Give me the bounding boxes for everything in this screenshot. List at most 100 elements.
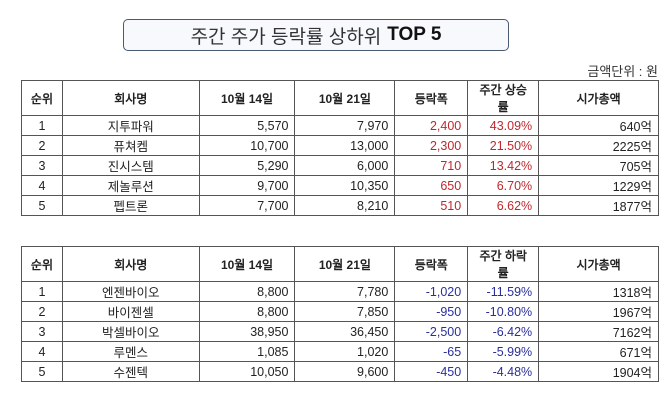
cell-rank: 4 [21, 175, 63, 196]
cell-rate: 43.09% [467, 115, 540, 136]
cell-change: -2,500 [394, 321, 469, 342]
header-rank: 순위 [21, 80, 63, 116]
header-date1: 10월 14일 [198, 80, 296, 116]
cell-price-oct14: 7,700 [198, 195, 296, 216]
title-main: 주간 주가 등락률 상하위 [190, 26, 382, 48]
cell-price-oct14: 10,700 [198, 135, 296, 156]
cell-rank: 5 [21, 195, 63, 216]
cell-rank: 2 [21, 135, 63, 156]
cell-price-oct14: 8,800 [198, 281, 296, 302]
cell-company: 박셀바이오 [61, 321, 200, 342]
cell-rate: 21.50% [467, 135, 540, 156]
cell-company: 바이젠셀 [61, 301, 200, 322]
cell-price-oct21: 1,020 [294, 341, 396, 362]
header-rate: 주간 하락률 [467, 246, 540, 282]
table-row: 5 수젠텍 10,050 9,600 -450 -4.48% 1904억 [21, 361, 659, 382]
cell-change: -450 [394, 361, 469, 382]
cell-market-cap: 1967억 [538, 301, 659, 322]
gainers-table: 순위 회사명 10월 14일 10월 21일 등락폭 주간 상승률 시가총액 1… [21, 80, 659, 216]
cell-change: -65 [394, 341, 469, 362]
unit-label: 금액단위 : 원 [587, 64, 658, 79]
cell-rank: 5 [21, 361, 63, 382]
table-row: 3 진시스템 5,290 6,000 710 13.42% 705억 [21, 155, 659, 176]
cell-rank: 1 [21, 115, 63, 136]
cell-market-cap: 1229억 [538, 175, 659, 196]
cell-rank: 4 [21, 341, 63, 362]
cell-price-oct21: 13,000 [294, 135, 396, 156]
cell-market-cap: 7162억 [538, 321, 659, 342]
cell-market-cap: 1904억 [538, 361, 659, 382]
table-row: 4 루멘스 1,085 1,020 -65 -5.99% 671억 [21, 341, 659, 362]
page-title: 주간 주가 등락률 상하위 TOP 5 [123, 19, 509, 51]
cell-rate: -5.99% [467, 341, 540, 362]
cell-company: 루멘스 [61, 341, 200, 362]
cell-rank: 3 [21, 155, 63, 176]
cell-rate: -10.80% [467, 301, 540, 322]
cell-rate: -4.48% [467, 361, 540, 382]
cell-price-oct14: 1,085 [198, 341, 296, 362]
cell-price-oct21: 9,600 [294, 361, 396, 382]
table-row: 3 박셀바이오 38,950 36,450 -2,500 -6.42% 7162억 [21, 321, 659, 342]
cell-change: -950 [394, 301, 469, 322]
header-date2: 10월 21일 [294, 80, 396, 116]
table-header-row: 순위 회사명 10월 14일 10월 21일 등락폭 주간 상승률 시가총액 [21, 80, 659, 116]
header-rank: 순위 [21, 246, 63, 282]
cell-company: 진시스템 [61, 155, 200, 176]
header-change: 등락폭 [394, 80, 469, 116]
cell-price-oct21: 8,210 [294, 195, 396, 216]
header-date1: 10월 14일 [198, 246, 296, 282]
cell-rank: 1 [21, 281, 63, 302]
cell-price-oct21: 6,000 [294, 155, 396, 176]
cell-company: 수젠텍 [61, 361, 200, 382]
cell-change: 2,300 [394, 135, 469, 156]
losers-table: 순위 회사명 10월 14일 10월 21일 등락폭 주간 하락률 시가총액 1… [21, 246, 659, 382]
cell-price-oct14: 38,950 [198, 321, 296, 342]
header-company: 회사명 [61, 246, 200, 282]
table-row: 2 바이젠셀 8,800 7,850 -950 -10.80% 1967억 [21, 301, 659, 322]
cell-change: -1,020 [394, 281, 469, 302]
cell-rate: 6.70% [467, 175, 540, 196]
cell-market-cap: 705억 [538, 155, 659, 176]
cell-price-oct14: 9,700 [198, 175, 296, 196]
cell-price-oct21: 7,780 [294, 281, 396, 302]
cell-price-oct21: 7,970 [294, 115, 396, 136]
title-highlight: TOP 5 [387, 24, 442, 45]
cell-rate: 6.62% [467, 195, 540, 216]
header-market-cap: 시가총액 [538, 80, 659, 116]
table-row: 1 지투파워 5,570 7,970 2,400 43.09% 640억 [21, 115, 659, 136]
header-date2: 10월 21일 [294, 246, 396, 282]
cell-rate: 13.42% [467, 155, 540, 176]
cell-company: 제놀루션 [61, 175, 200, 196]
cell-change: 2,400 [394, 115, 469, 136]
cell-price-oct14: 10,050 [198, 361, 296, 382]
cell-rank: 2 [21, 301, 63, 322]
cell-change: 650 [394, 175, 469, 196]
cell-price-oct14: 8,800 [198, 301, 296, 322]
cell-rate: -6.42% [467, 321, 540, 342]
header-rate: 주간 상승률 [467, 80, 540, 116]
table-row: 1 엔젠바이오 8,800 7,780 -1,020 -11.59% 1318억 [21, 281, 659, 302]
cell-market-cap: 1318억 [538, 281, 659, 302]
cell-market-cap: 2225억 [538, 135, 659, 156]
table-row: 5 펩트론 7,700 8,210 510 6.62% 1877억 [21, 195, 659, 216]
cell-price-oct21: 7,850 [294, 301, 396, 322]
table-row: 2 퓨쳐켐 10,700 13,000 2,300 21.50% 2225억 [21, 135, 659, 156]
cell-market-cap: 671억 [538, 341, 659, 362]
header-company: 회사명 [61, 80, 200, 116]
cell-rate: -11.59% [467, 281, 540, 302]
cell-price-oct21: 10,350 [294, 175, 396, 196]
header-market-cap: 시가총액 [538, 246, 659, 282]
table-row: 4 제놀루션 9,700 10,350 650 6.70% 1229억 [21, 175, 659, 196]
cell-change: 510 [394, 195, 469, 216]
cell-company: 펩트론 [61, 195, 200, 216]
table-header-row: 순위 회사명 10월 14일 10월 21일 등락폭 주간 하락률 시가총액 [21, 246, 659, 282]
cell-company: 퓨쳐켐 [61, 135, 200, 156]
cell-price-oct14: 5,570 [198, 115, 296, 136]
cell-price-oct14: 5,290 [198, 155, 296, 176]
cell-change: 710 [394, 155, 469, 176]
cell-rank: 3 [21, 321, 63, 342]
cell-company: 지투파워 [61, 115, 200, 136]
cell-market-cap: 640억 [538, 115, 659, 136]
cell-market-cap: 1877억 [538, 195, 659, 216]
cell-price-oct21: 36,450 [294, 321, 396, 342]
